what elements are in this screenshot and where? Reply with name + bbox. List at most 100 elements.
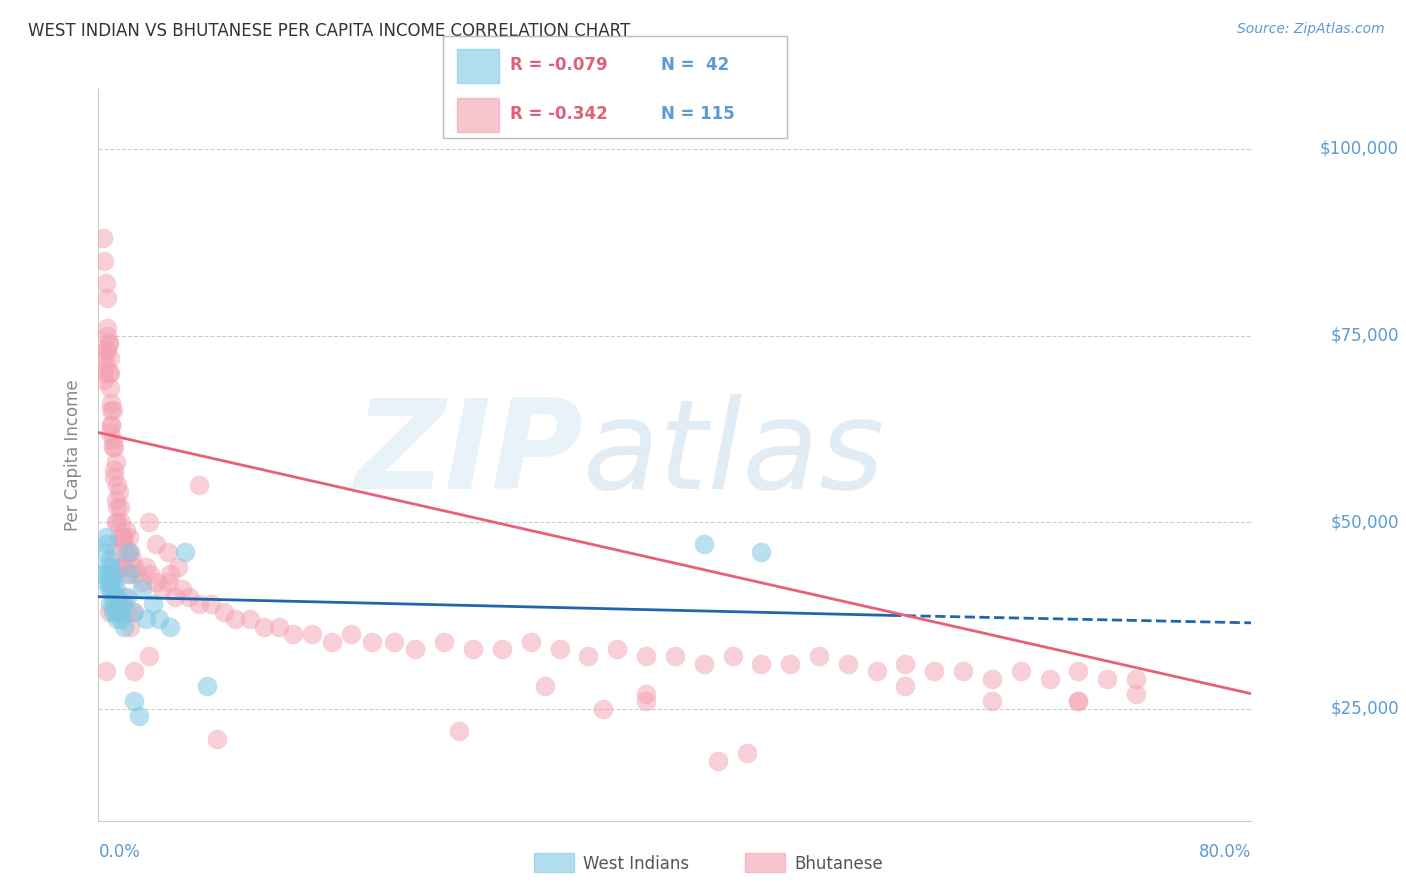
Point <box>112 537 135 551</box>
Point <box>894 679 917 693</box>
Point <box>98 366 121 380</box>
Text: $100,000: $100,000 <box>1320 140 1399 158</box>
Point <box>93 253 115 268</box>
Point <box>107 597 129 611</box>
Point <box>96 291 118 305</box>
Point <box>104 605 127 619</box>
Point <box>98 351 121 365</box>
Point <box>163 590 186 604</box>
Point <box>100 582 122 597</box>
Point <box>100 574 122 589</box>
Point <box>606 642 628 657</box>
Point <box>1067 694 1090 708</box>
Point <box>1067 694 1090 708</box>
Point <box>174 545 197 559</box>
Point <box>103 545 125 559</box>
Point <box>97 567 120 582</box>
Point <box>110 612 132 626</box>
Point <box>108 560 131 574</box>
Point <box>142 597 165 611</box>
Point <box>124 560 146 574</box>
Point <box>837 657 859 671</box>
Point <box>159 567 181 582</box>
Point <box>361 634 384 648</box>
Point <box>707 754 730 768</box>
Point <box>101 441 124 455</box>
Point <box>100 418 122 433</box>
Point <box>97 335 120 350</box>
Point <box>981 672 1004 686</box>
Point <box>98 552 121 566</box>
Point <box>100 395 122 409</box>
Point <box>94 277 117 291</box>
Point <box>107 485 129 500</box>
Point <box>664 649 686 664</box>
Point <box>735 747 758 761</box>
Point <box>104 492 127 507</box>
Point <box>110 515 132 529</box>
Point <box>124 605 146 619</box>
Point <box>93 545 115 559</box>
Point <box>693 657 716 671</box>
Point <box>200 597 222 611</box>
Text: $50,000: $50,000 <box>1330 513 1399 531</box>
Point <box>97 366 120 380</box>
Point <box>94 574 117 589</box>
Point <box>96 321 118 335</box>
Point <box>101 605 124 619</box>
Point <box>105 500 128 515</box>
Point <box>592 701 614 715</box>
Point <box>1067 665 1090 679</box>
Text: atlas: atlas <box>582 394 884 516</box>
Point <box>548 642 571 657</box>
Point <box>101 403 124 417</box>
Point <box>138 649 160 664</box>
Point <box>93 373 115 387</box>
Point <box>112 590 135 604</box>
Point <box>253 619 276 633</box>
Point <box>150 582 173 597</box>
Point <box>1010 665 1032 679</box>
Point <box>127 567 149 582</box>
Point <box>124 694 146 708</box>
Point <box>103 597 125 611</box>
Point <box>101 590 124 604</box>
Text: R = -0.342: R = -0.342 <box>510 105 609 123</box>
Point <box>103 463 125 477</box>
Point <box>117 545 138 559</box>
Point <box>104 515 127 529</box>
Point <box>112 619 135 633</box>
Point <box>101 567 124 582</box>
Point <box>105 515 128 529</box>
Point <box>578 649 600 664</box>
Point <box>103 574 125 589</box>
Point <box>433 634 456 648</box>
Point <box>111 530 134 544</box>
Point <box>118 530 141 544</box>
Y-axis label: Per Capita Income: Per Capita Income <box>65 379 83 531</box>
Point <box>188 477 211 491</box>
Point <box>1125 672 1147 686</box>
Text: $75,000: $75,000 <box>1330 326 1399 344</box>
Point <box>491 642 513 657</box>
Point <box>98 574 121 589</box>
Point <box>166 560 188 574</box>
Point <box>751 545 773 559</box>
Point <box>981 694 1004 708</box>
Point <box>118 545 141 559</box>
Point <box>239 612 262 626</box>
Point <box>101 433 124 447</box>
Text: R = -0.079: R = -0.079 <box>510 55 607 74</box>
Point <box>124 665 146 679</box>
Point <box>94 665 117 679</box>
Text: N = 115: N = 115 <box>661 105 734 123</box>
Point <box>108 605 131 619</box>
Point <box>94 359 117 373</box>
Point <box>179 590 201 604</box>
Point <box>212 605 235 619</box>
Point <box>91 567 114 582</box>
Point <box>952 665 974 679</box>
Point <box>145 574 167 589</box>
Text: WEST INDIAN VS BHUTANESE PER CAPITA INCOME CORRELATION CHART: WEST INDIAN VS BHUTANESE PER CAPITA INCO… <box>28 22 630 40</box>
Point <box>105 477 128 491</box>
